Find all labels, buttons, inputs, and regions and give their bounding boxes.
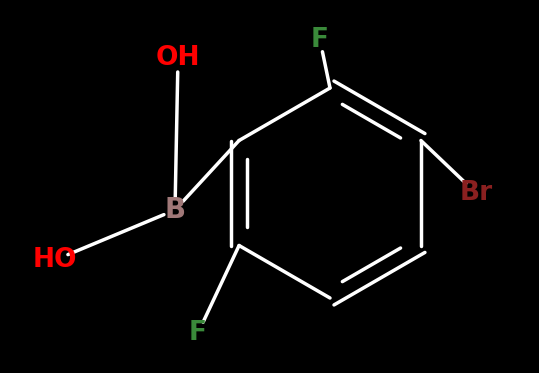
Text: F: F: [189, 320, 207, 346]
Text: HO: HO: [33, 247, 77, 273]
Text: Br: Br: [459, 180, 493, 206]
Text: B: B: [164, 196, 185, 224]
Text: F: F: [311, 27, 329, 53]
Text: OH: OH: [156, 45, 201, 71]
